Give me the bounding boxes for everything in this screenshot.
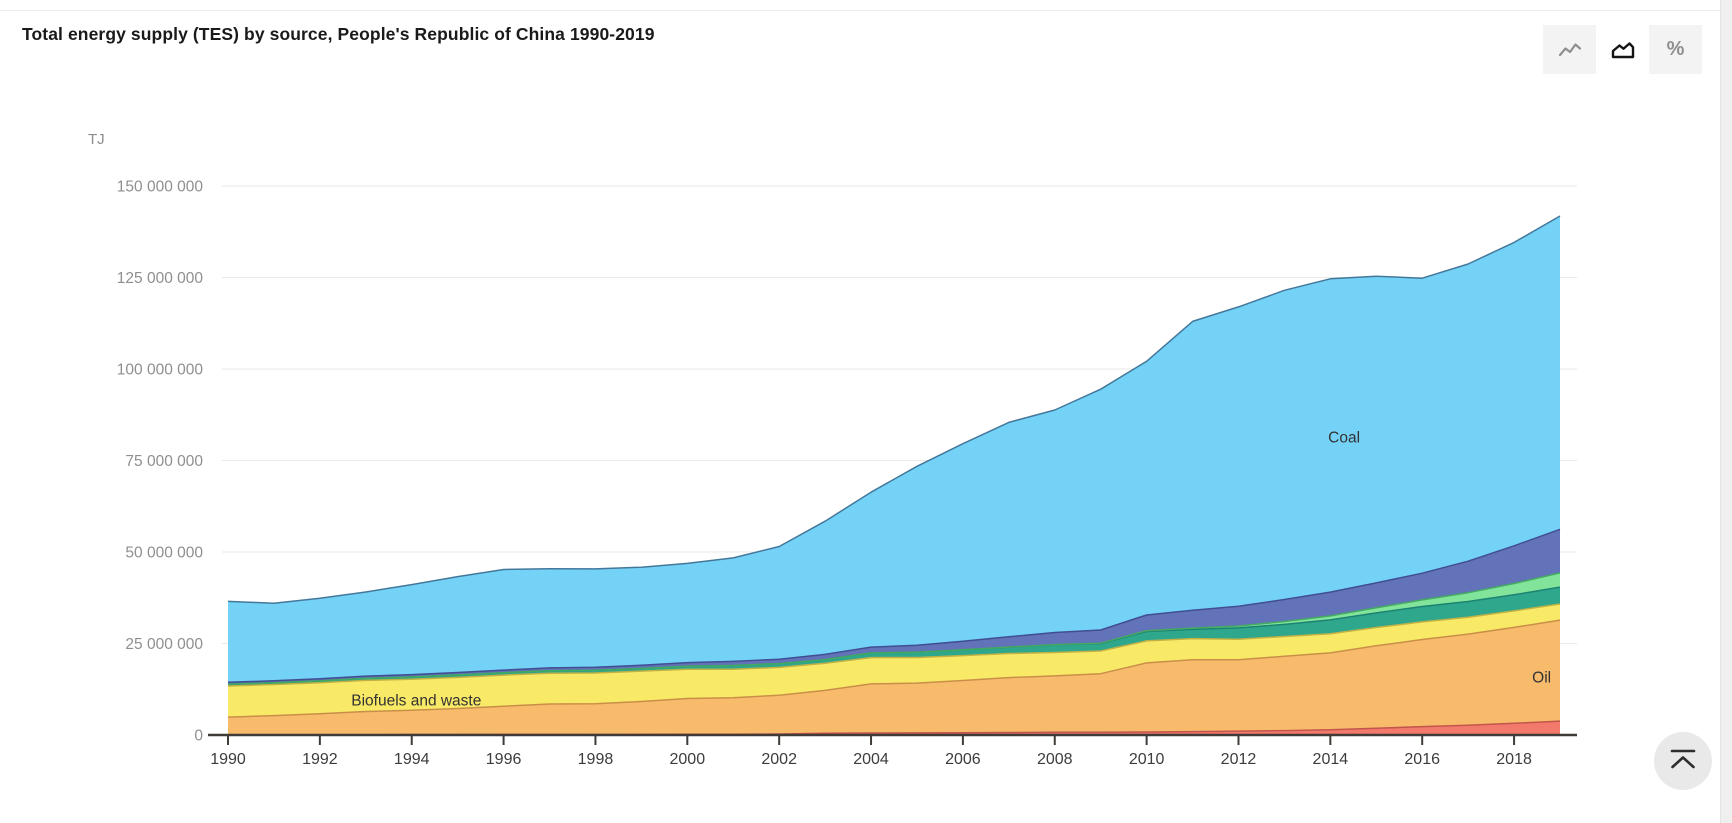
area-chart-icon: [1611, 41, 1634, 58]
x-tick-label: 1998: [578, 751, 614, 768]
chart-view-toggles: %: [1543, 25, 1702, 74]
boundary-wind-solar-etc: [227, 572, 1561, 686]
page-title: Total energy supply (TES) by source, Peo…: [22, 24, 655, 44]
area-oil[interactable]: [228, 620, 1560, 735]
scroll-to-top-button[interactable]: [1654, 732, 1712, 790]
series-label-coal: Coal: [1328, 430, 1360, 447]
y-tick-label: 25 000 000: [125, 636, 203, 653]
x-tick-label: 2014: [1313, 751, 1349, 768]
x-tick-label: 2002: [761, 751, 797, 768]
boundary-natural-gas: [227, 528, 1561, 684]
area-natural-gas[interactable]: [228, 529, 1560, 685]
boundary-oil: [227, 619, 1561, 718]
x-tick-label: 2008: [1037, 751, 1073, 768]
x-tick-label: 1992: [302, 751, 338, 768]
x-tick-label: 2010: [1129, 751, 1165, 768]
top-divider: [0, 10, 1732, 11]
x-tick-label: 2004: [853, 751, 889, 768]
line-chart-icon: [1558, 42, 1581, 56]
x-tick-label: 2012: [1221, 751, 1257, 768]
x-tick-label: 2000: [670, 751, 706, 768]
scrollbar-track[interactable]: [1720, 0, 1732, 823]
series-label-biofuels-and-waste: Biofuels and waste: [351, 692, 481, 709]
line-chart-view-button[interactable]: [1543, 25, 1596, 74]
x-tick-label: 2018: [1496, 751, 1532, 768]
area-chart-view-button[interactable]: [1596, 25, 1649, 74]
y-tick-label: 75 000 000: [125, 453, 203, 470]
y-tick-label: 125 000 000: [117, 270, 204, 287]
percent-icon: %: [1666, 38, 1685, 60]
x-tick-label: 2016: [1404, 751, 1440, 768]
x-tick-label: 1994: [394, 751, 430, 768]
boundary-coal: [227, 215, 1561, 604]
y-axis-unit: TJ: [88, 131, 105, 148]
x-tick-label: 2006: [945, 751, 981, 768]
y-tick-label: 100 000 000: [117, 362, 204, 379]
series-label-oil: Oil: [1532, 669, 1551, 686]
y-tick-label: 50 000 000: [125, 545, 203, 562]
boundary-biofuels-and-waste: [227, 603, 1561, 687]
x-tick-label: 1996: [486, 751, 522, 768]
x-tick-label: 1990: [210, 751, 246, 768]
area-biofuels-and-waste[interactable]: [228, 604, 1560, 718]
percent-view-button[interactable]: %: [1649, 25, 1702, 74]
y-tick-label: 0: [194, 728, 203, 745]
scroll-to-top-icon: [1670, 749, 1696, 769]
y-tick-label: 150 000 000: [117, 179, 204, 196]
area-coal[interactable]: [228, 216, 1560, 683]
